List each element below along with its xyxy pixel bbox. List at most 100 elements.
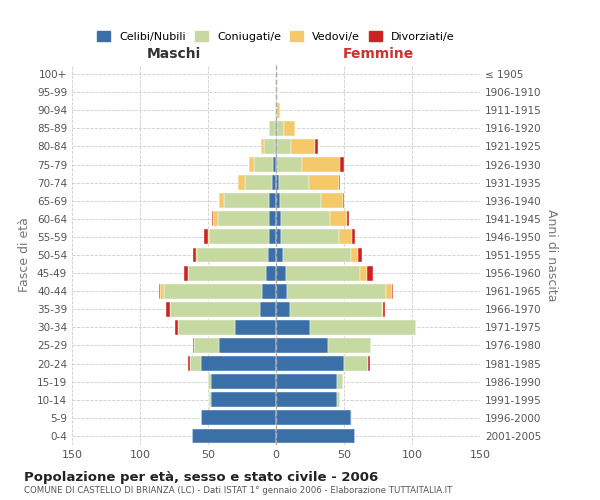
Bar (347, 212, 349, 226)
Bar (201, 356, 276, 371)
Bar (170, 302, 260, 316)
Bar (343, 194, 344, 208)
Bar (245, 175, 272, 190)
Bar (224, 194, 269, 208)
Bar (276, 139, 277, 154)
Bar (209, 230, 269, 244)
Text: COMUNE DI CASTELLO DI BRIANZA (LC) - Dati ISTAT 1° gennaio 2006 - Elaborazione T: COMUNE DI CASTELLO DI BRIANZA (LC) - Dat… (24, 486, 452, 495)
Bar (287, 284, 386, 298)
Bar (219, 194, 224, 208)
Text: Popolazione per età, sesso e stato civile - 2006: Popolazione per età, sesso e stato civil… (24, 471, 378, 484)
Bar (331, 212, 347, 226)
Bar (276, 157, 277, 172)
Bar (328, 338, 371, 353)
Bar (208, 230, 209, 244)
Bar (262, 284, 276, 298)
Bar (361, 266, 367, 280)
Bar (316, 139, 318, 154)
Bar (160, 284, 164, 298)
Bar (291, 139, 316, 154)
Bar (188, 356, 190, 371)
Bar (204, 230, 208, 244)
Bar (272, 175, 276, 190)
Bar (281, 230, 338, 244)
Bar (276, 84, 277, 100)
Bar (276, 248, 283, 262)
Bar (193, 248, 196, 262)
Bar (166, 302, 170, 316)
Bar (276, 338, 328, 353)
Bar (164, 284, 262, 298)
Bar (283, 248, 351, 262)
Bar (235, 320, 276, 335)
Bar (260, 302, 276, 316)
Bar (386, 284, 392, 298)
Bar (175, 320, 178, 335)
Bar (368, 356, 370, 371)
Bar (178, 320, 235, 335)
Bar (264, 139, 275, 154)
Bar (344, 356, 368, 371)
Bar (188, 266, 266, 280)
Bar (276, 121, 277, 136)
Legend: Celibi/Nubili, Coniugati/e, Vedovi/e, Divorziati/e: Celibi/Nubili, Coniugati/e, Vedovi/e, Di… (93, 27, 459, 46)
Bar (351, 248, 358, 262)
Bar (276, 428, 355, 444)
Bar (197, 248, 268, 262)
Bar (269, 212, 276, 226)
Bar (276, 374, 337, 389)
Bar (238, 175, 245, 190)
Bar (382, 302, 383, 316)
Bar (276, 194, 280, 208)
Bar (338, 175, 340, 190)
Bar (358, 248, 362, 262)
Bar (284, 121, 295, 136)
Bar (214, 212, 218, 226)
Bar (184, 266, 188, 280)
Bar (268, 248, 276, 262)
Bar (286, 266, 361, 280)
Bar (302, 157, 340, 172)
Bar (337, 392, 340, 407)
Bar (277, 121, 284, 136)
Bar (308, 175, 338, 190)
Bar (276, 320, 310, 335)
Bar (276, 392, 337, 407)
Bar (276, 103, 277, 118)
Text: Femmine: Femmine (343, 48, 413, 62)
Bar (367, 266, 373, 280)
Bar (196, 248, 197, 262)
Bar (254, 157, 273, 172)
Bar (208, 374, 211, 389)
Bar (275, 121, 276, 136)
Bar (201, 410, 276, 426)
Bar (275, 103, 276, 118)
Bar (275, 139, 276, 154)
Bar (383, 302, 385, 316)
Bar (277, 139, 291, 154)
Bar (338, 230, 352, 244)
Bar (276, 302, 290, 316)
Bar (218, 212, 269, 226)
Bar (277, 103, 280, 118)
Bar (351, 410, 352, 426)
Bar (276, 266, 286, 280)
Bar (321, 194, 343, 208)
Bar (191, 428, 276, 444)
Bar (276, 230, 281, 244)
Bar (194, 338, 219, 353)
Bar (209, 392, 211, 407)
Bar (212, 212, 214, 226)
Bar (190, 356, 201, 371)
Bar (273, 157, 276, 172)
Bar (276, 410, 351, 426)
Bar (266, 266, 276, 280)
Bar (310, 320, 416, 335)
Bar (340, 157, 344, 172)
Bar (290, 302, 382, 316)
Bar (280, 194, 321, 208)
Bar (337, 374, 343, 389)
Bar (352, 230, 355, 244)
Bar (277, 157, 302, 172)
Bar (219, 338, 276, 353)
